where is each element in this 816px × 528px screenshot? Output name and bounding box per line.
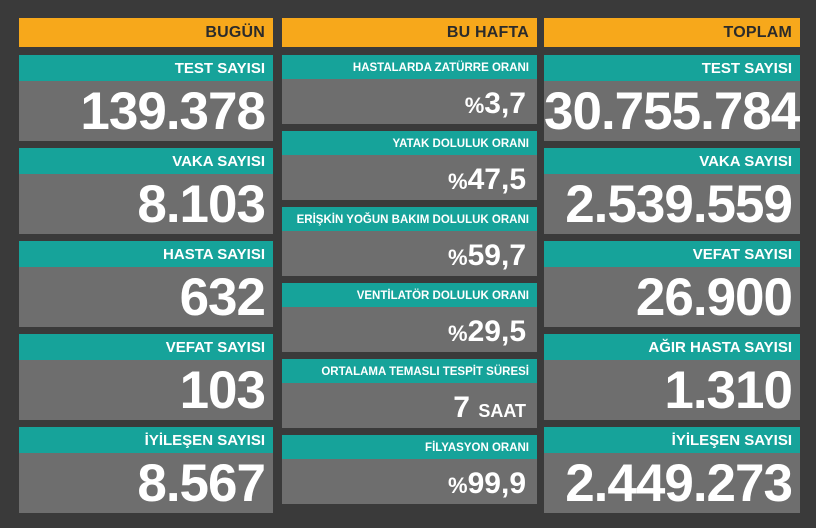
today-test-label: TEST SAYISI xyxy=(19,55,273,81)
today-header: BUGÜN xyxy=(19,18,273,47)
week-filiation-card: FİLYASYON ORANI %99,9 xyxy=(282,435,537,504)
total-test-label: TEST SAYISI xyxy=(544,55,800,81)
total-test-card: TEST SAYISI 30.755.784 xyxy=(544,55,800,141)
week-bed-value: %47,5 xyxy=(282,155,537,200)
today-recovered-value: 8.567 xyxy=(19,453,273,513)
week-ventilator-label: VENTİLATÖR DOLULUK ORANI xyxy=(282,283,537,307)
total-case-label: VAKA SAYISI xyxy=(544,148,800,174)
today-patient-label: HASTA SAYISI xyxy=(19,241,273,267)
total-critical-label: AĞIR HASTA SAYISI xyxy=(544,334,800,360)
today-death-label: VEFAT SAYISI xyxy=(19,334,273,360)
percent-sign: % xyxy=(448,473,468,498)
week-header: BU HAFTA xyxy=(282,18,537,47)
today-test-card: TEST SAYISI 139.378 xyxy=(19,55,273,141)
today-case-label: VAKA SAYISI xyxy=(19,148,273,174)
today-case-card: VAKA SAYISI 8.103 xyxy=(19,148,273,234)
week-ventilator-card: VENTİLATÖR DOLULUK ORANI %29,5 xyxy=(282,283,537,352)
week-pneumonia-value: %3,7 xyxy=(282,79,537,124)
week-pneumonia-card: HASTALARDA ZATÜRRE ORANI %3,7 xyxy=(282,55,537,124)
total-case-value: 2.539.559 xyxy=(544,174,800,234)
week-filiation-value: %99,9 xyxy=(282,459,537,504)
percent-sign: % xyxy=(448,321,468,346)
total-death-label: VEFAT SAYISI xyxy=(544,241,800,267)
total-test-value: 30.755.784 xyxy=(544,81,800,141)
total-death-card: VEFAT SAYISI 26.900 xyxy=(544,241,800,327)
week-icu-value: %59,7 xyxy=(282,231,537,276)
today-case-value: 8.103 xyxy=(19,174,273,234)
week-column: BU HAFTA HASTALARDA ZATÜRRE ORANI %3,7 Y… xyxy=(282,18,537,504)
week-icu-number: 59,7 xyxy=(467,239,526,272)
today-test-value: 139.378 xyxy=(19,81,273,141)
week-filiation-number: 99,9 xyxy=(467,467,526,500)
week-icu-label: ERİŞKİN YOĞUN BAKIM DOLULUK ORANI xyxy=(282,207,537,231)
week-bed-number: 47,5 xyxy=(467,163,526,196)
week-ventilator-value: %29,5 xyxy=(282,307,537,352)
week-contact-value: 7 SAAT xyxy=(282,383,537,428)
total-death-value: 26.900 xyxy=(544,267,800,327)
total-critical-value: 1.310 xyxy=(544,360,800,420)
week-contact-number: 7 xyxy=(453,391,470,424)
today-patient-value: 632 xyxy=(19,267,273,327)
percent-sign: % xyxy=(448,169,468,194)
week-pneumonia-number: 3,7 xyxy=(484,87,526,120)
total-case-card: VAKA SAYISI 2.539.559 xyxy=(544,148,800,234)
total-recovered-value: 2.449.273 xyxy=(544,453,800,513)
today-recovered-card: İYİLEŞEN SAYISI 8.567 xyxy=(19,427,273,513)
week-contact-label: ORTALAMA TEMASLI TESPİT SÜRESİ xyxy=(282,359,537,383)
total-critical-card: AĞIR HASTA SAYISI 1.310 xyxy=(544,334,800,420)
total-recovered-card: İYİLEŞEN SAYISI 2.449.273 xyxy=(544,427,800,513)
total-column: TOPLAM TEST SAYISI 30.755.784 VAKA SAYIS… xyxy=(544,18,800,513)
week-filiation-label: FİLYASYON ORANI xyxy=(282,435,537,459)
week-pneumonia-label: HASTALARDA ZATÜRRE ORANI xyxy=(282,55,537,79)
percent-sign: % xyxy=(448,245,468,270)
today-death-value: 103 xyxy=(19,360,273,420)
week-icu-card: ERİŞKİN YOĞUN BAKIM DOLULUK ORANI %59,7 xyxy=(282,207,537,276)
week-bed-label: YATAK DOLULUK ORANI xyxy=(282,131,537,155)
today-death-card: VEFAT SAYISI 103 xyxy=(19,334,273,420)
total-header: TOPLAM xyxy=(544,18,800,47)
total-recovered-label: İYİLEŞEN SAYISI xyxy=(544,427,800,453)
week-contact-card: ORTALAMA TEMASLI TESPİT SÜRESİ 7 SAAT xyxy=(282,359,537,428)
week-ventilator-number: 29,5 xyxy=(467,315,526,348)
today-column: BUGÜN TEST SAYISI 139.378 VAKA SAYISI 8.… xyxy=(19,18,273,513)
week-contact-unit: SAAT xyxy=(478,401,526,421)
today-patient-card: HASTA SAYISI 632 xyxy=(19,241,273,327)
today-recovered-label: İYİLEŞEN SAYISI xyxy=(19,427,273,453)
week-bed-card: YATAK DOLULUK ORANI %47,5 xyxy=(282,131,537,200)
percent-sign: % xyxy=(464,93,485,118)
